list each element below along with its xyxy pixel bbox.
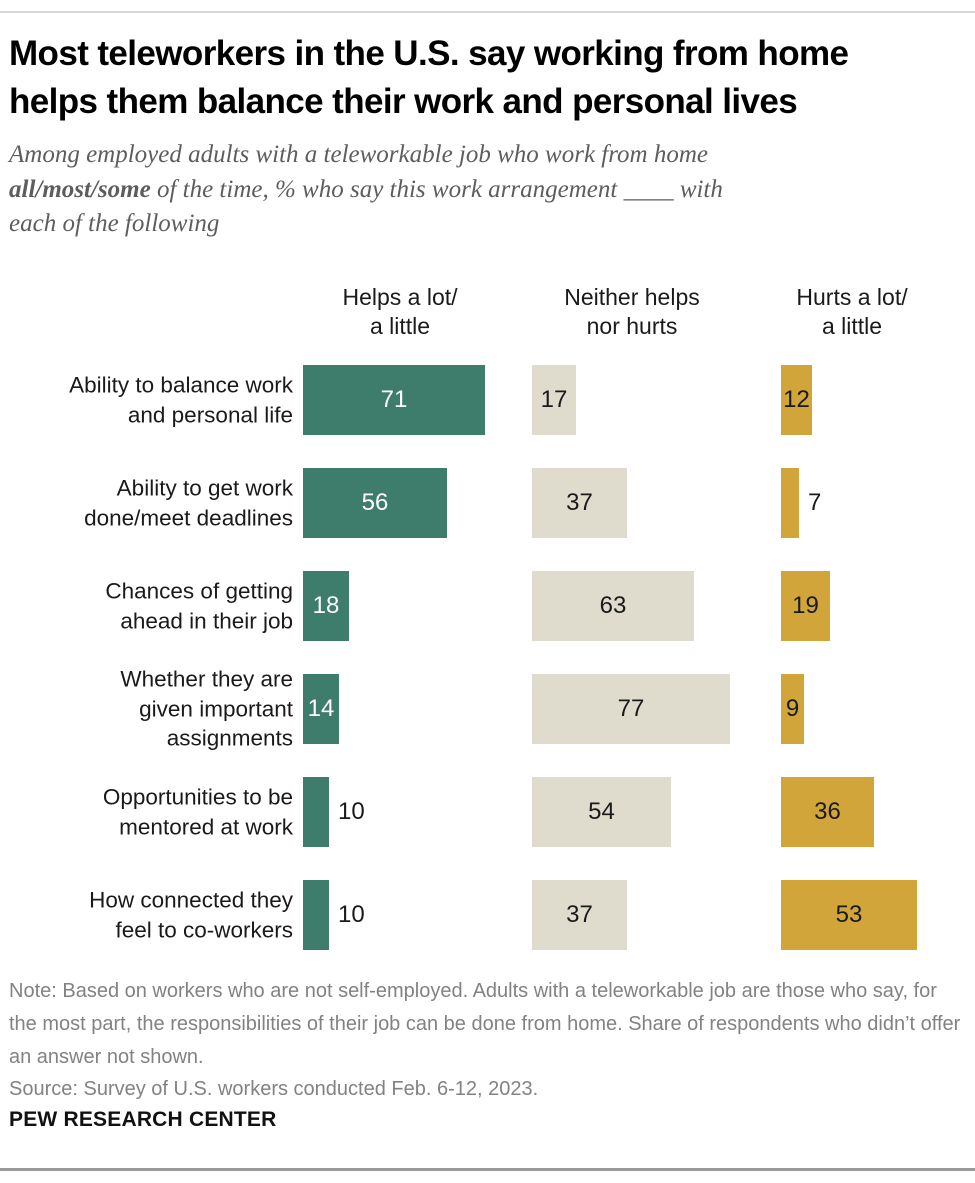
chart-row: How connected they feel to co-workers 10… <box>0 880 975 950</box>
bar-value-label: 54 <box>588 798 615 825</box>
bar-segment: 54 <box>532 777 671 847</box>
bar-value-label: 9 <box>785 695 800 722</box>
chart-row: Ability to get work done/meet deadlines … <box>0 468 975 538</box>
bar-value-label: 56 <box>361 489 389 516</box>
bar-segment: 9 <box>781 674 804 744</box>
bar-value-label: 18 <box>312 592 340 619</box>
bar-segment: 18 <box>303 571 349 641</box>
column-header-helps: Helps a lot/ a little <box>342 284 458 340</box>
bar-segment: 36 <box>781 777 874 847</box>
chart-subtitle: Among employed adults with a teleworkabl… <box>9 138 959 242</box>
subtitle-text-post: of the time, % who say this work arrange… <box>9 175 723 238</box>
bar-value-label: 36 <box>814 798 841 825</box>
grouped-bar-chart: Helps a lot/ a little Neither helps nor … <box>0 283 975 973</box>
bar-segment <box>781 468 799 538</box>
bar-value-label: 10 <box>338 901 365 928</box>
bar-segment <box>303 880 329 950</box>
bar-value-label: 77 <box>617 695 645 722</box>
bar-segment: 37 <box>532 468 627 538</box>
bar-segment: 53 <box>781 880 917 950</box>
bar-value-label: 12 <box>783 386 810 413</box>
column-header-neither: Neither helps nor hurts <box>564 284 700 340</box>
row-label: Opportunities to be mentored at work <box>102 784 293 839</box>
row-label: Chances of getting ahead in their job <box>105 578 293 633</box>
bar-segment: 12 <box>781 365 812 435</box>
subtitle-bold-segment: all/most/some <box>9 175 151 203</box>
chart-note: Note: Based on workers who are not self-… <box>9 980 961 1068</box>
bar-value-label: 19 <box>792 592 819 619</box>
bar-segment: 14 <box>303 674 339 744</box>
bar-value-label: 10 <box>338 798 365 825</box>
pew-research-center-wordmark: PEW RESEARCH CENTER <box>9 1108 277 1131</box>
bar-value-label: 17 <box>540 386 568 413</box>
row-label: Whether they are given important assignm… <box>120 666 293 751</box>
bar-segment: 37 <box>532 880 627 950</box>
bar-segment: 19 <box>781 571 830 641</box>
bar-value-label: 53 <box>835 901 863 928</box>
bar-segment: 63 <box>532 571 694 641</box>
bar-value-label: 37 <box>566 901 593 928</box>
subtitle-text-pre: Among employed adults with a teleworkabl… <box>9 141 708 168</box>
chart-row: Chances of getting ahead in their job 18… <box>0 571 975 641</box>
bar-value-label: 7 <box>808 489 822 516</box>
bar-segment: 77 <box>532 674 730 744</box>
bar-value-label: 14 <box>307 695 335 722</box>
top-divider <box>0 11 975 13</box>
bar-segment: 71 <box>303 365 485 435</box>
chart-row: Whether they are given important assignm… <box>0 666 975 751</box>
row-label: Ability to get work done/meet deadlines <box>84 475 293 530</box>
chart-row: Ability to balance work and personal lif… <box>0 365 975 435</box>
bar-value-label: 37 <box>566 489 593 516</box>
row-label: How connected they feel to co-workers <box>89 887 293 942</box>
row-label: Ability to balance work and personal lif… <box>69 372 293 427</box>
bar-segment: 56 <box>303 468 447 538</box>
column-header-hurts: Hurts a lot/ a little <box>796 284 908 340</box>
bar-segment: 17 <box>532 365 576 435</box>
chart-row: Opportunities to be mentored at work 10 5… <box>0 777 975 847</box>
bottom-divider <box>0 1168 975 1171</box>
chart-title: Most teleworkers in the U.S. say working… <box>9 34 849 121</box>
bar-value-label: 63 <box>599 592 627 619</box>
chart-source: Source: Survey of U.S. workers conducted… <box>9 1078 539 1100</box>
bar-value-label: 71 <box>380 386 408 413</box>
bar-segment <box>303 777 329 847</box>
